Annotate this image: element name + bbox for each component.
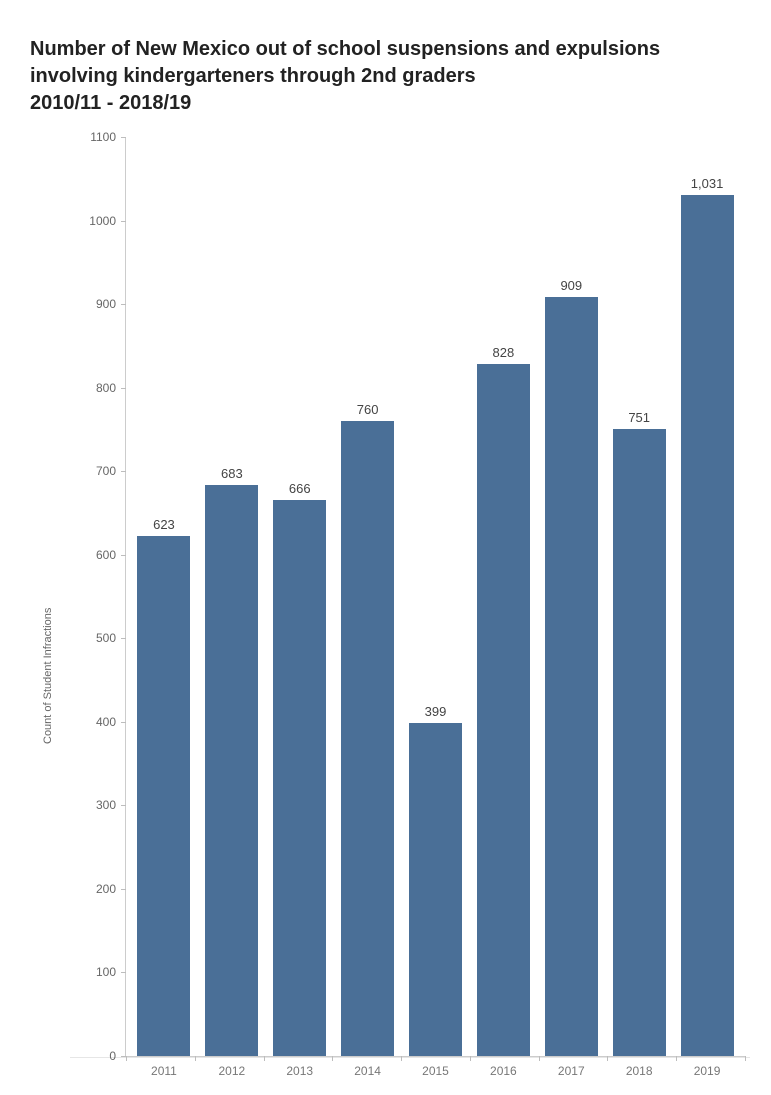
bar <box>613 429 666 1056</box>
y-tick-label: 900 <box>96 297 126 311</box>
bar-value-label: 828 <box>493 345 515 360</box>
y-tick-label: 300 <box>96 798 126 812</box>
plot-region: 6232011683201266620137602014399201582820… <box>125 137 745 1057</box>
x-tick-mark <box>332 1056 333 1061</box>
x-tick-mark <box>607 1056 608 1061</box>
y-tick-label: 800 <box>96 381 126 395</box>
chart-area: Count of Student Infractions 62320116832… <box>70 137 750 1058</box>
bar <box>273 500 326 1056</box>
x-tick-mark <box>401 1056 402 1061</box>
bars-container: 6232011683201266620137602014399201582820… <box>126 137 745 1056</box>
bar <box>137 536 190 1056</box>
x-tick-label: 2011 <box>151 1064 177 1078</box>
bar-value-label: 399 <box>425 704 447 719</box>
x-tick-label: 2018 <box>626 1064 653 1078</box>
bar-value-label: 623 <box>153 517 175 532</box>
bar-value-label: 1,031 <box>691 176 724 191</box>
y-tick-label: 500 <box>96 631 126 645</box>
x-tick-label: 2014 <box>354 1064 381 1078</box>
x-tick-mark <box>470 1056 471 1061</box>
bar <box>341 421 394 1056</box>
bar-slot: 7602014 <box>334 137 402 1056</box>
chart-title-line-2: involving kindergarteners through 2nd gr… <box>30 65 476 87</box>
bar <box>409 723 462 1056</box>
y-tick-label: 0 <box>109 1049 126 1063</box>
x-tick-mark <box>745 1056 746 1061</box>
bar <box>205 485 258 1056</box>
bar-value-label: 909 <box>560 278 582 293</box>
y-tick-label: 400 <box>96 715 126 729</box>
x-tick-label: 2012 <box>218 1064 245 1078</box>
y-tick-label: 1000 <box>89 214 126 228</box>
bar-slot: 1,0312019 <box>673 137 741 1056</box>
x-tick-mark <box>264 1056 265 1061</box>
x-tick-mark <box>676 1056 677 1061</box>
y-tick-label: 100 <box>96 965 126 979</box>
bar-value-label: 683 <box>221 466 243 481</box>
x-tick-label: 2017 <box>558 1064 585 1078</box>
x-tick-mark <box>539 1056 540 1061</box>
bar-value-label: 666 <box>289 481 311 496</box>
bar-slot: 9092017 <box>537 137 605 1056</box>
bar <box>477 364 530 1056</box>
bar-slot: 3992015 <box>402 137 470 1056</box>
chart-title: Number of New Mexico out of school suspe… <box>30 36 751 117</box>
bar-value-label: 760 <box>357 402 379 417</box>
bar-slot: 8282016 <box>469 137 537 1056</box>
chart-title-line-3: 2010/11 - 2018/19 <box>30 92 191 114</box>
bar <box>545 297 598 1056</box>
bar-slot: 6662013 <box>266 137 334 1056</box>
bar-value-label: 751 <box>628 410 650 425</box>
x-tick-label: 2016 <box>490 1064 517 1078</box>
page: Number of New Mexico out of school suspe… <box>0 0 771 1095</box>
bar-slot: 7512018 <box>605 137 673 1056</box>
x-tick-label: 2019 <box>694 1064 721 1078</box>
bar-slot: 6232011 <box>130 137 198 1056</box>
y-tick-label: 700 <box>96 464 126 478</box>
bar <box>681 195 734 1056</box>
x-tick-label: 2013 <box>286 1064 313 1078</box>
x-tick-label: 2015 <box>422 1064 449 1078</box>
chart-title-line-1: Number of New Mexico out of school suspe… <box>30 38 660 60</box>
x-tick-mark <box>126 1056 127 1061</box>
x-tick-mark <box>195 1056 196 1061</box>
y-axis-label: Count of Student Infractions <box>42 608 54 744</box>
y-tick-label: 200 <box>96 882 126 896</box>
y-tick-label: 1100 <box>90 130 126 144</box>
y-tick-label: 600 <box>96 548 126 562</box>
bar-slot: 6832012 <box>198 137 266 1056</box>
